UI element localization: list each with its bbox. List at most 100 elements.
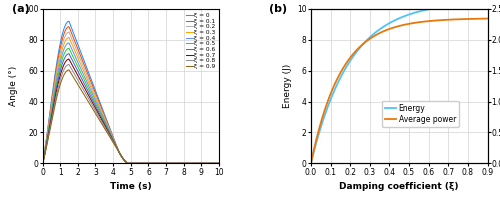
ξ = 0.3	[40, 162, 46, 165]
Line: ξ = 0.1: ξ = 0.1	[42, 27, 219, 163]
Average power	[315, 132, 321, 134]
ξ = 0.6	[126, 162, 132, 165]
ξ = 0.5	[121, 158, 127, 161]
ξ = 0.4	[66, 42, 72, 44]
ξ = 0	[126, 162, 132, 165]
Legend: Energy, Average power: Energy, Average power	[382, 101, 459, 127]
ξ = 0.4	[211, 162, 217, 165]
Energy	[308, 162, 314, 165]
X-axis label: Damping coefficient (ξ): Damping coefficient (ξ)	[340, 182, 459, 191]
Average power	[318, 119, 324, 121]
Line: Average power: Average power	[311, 19, 488, 163]
ξ = 0.2	[66, 31, 72, 33]
ξ = 0.7	[40, 162, 46, 165]
ξ = 0.1	[40, 162, 46, 165]
ξ = 0.3	[178, 162, 184, 165]
Line: ξ = 0.2: ξ = 0.2	[42, 32, 219, 163]
ξ = 0.5	[216, 162, 222, 165]
ξ = 0	[66, 20, 72, 22]
Line: ξ = 0: ξ = 0	[42, 21, 219, 163]
Line: ξ = 0.5: ξ = 0.5	[42, 48, 219, 163]
ξ = 0.7	[178, 162, 184, 165]
Average power	[308, 162, 314, 165]
ξ = 0.8	[40, 162, 46, 165]
ξ = 0.3	[121, 158, 127, 161]
ξ = 0.2	[121, 158, 127, 161]
ξ = 0.9	[216, 162, 222, 165]
ξ = 0	[211, 162, 217, 165]
ξ = 0.9	[40, 162, 46, 165]
ξ = 0.2	[126, 162, 132, 165]
ξ = 0.5	[66, 47, 72, 50]
Y-axis label: Energy (J): Energy (J)	[282, 64, 292, 108]
ξ = 0.6	[216, 162, 222, 165]
Legend: ξ = 0, ξ = 0.1, ξ = 0.2, ξ = 0.3, ξ = 0.4, ξ = 0.5, ξ = 0.6, ξ = 0.7, ξ = 0.8, ξ: ξ = 0, ξ = 0.1, ξ = 0.2, ξ = 0.3, ξ = 0.…	[184, 12, 216, 70]
X-axis label: Time (s): Time (s)	[110, 182, 152, 191]
ξ = 0	[178, 162, 184, 165]
ξ = 0.8	[211, 162, 217, 165]
ξ = 0.1	[48, 101, 54, 104]
ξ = 0.4	[216, 162, 222, 165]
ξ = 0.6	[121, 158, 127, 161]
Energy	[484, 2, 490, 4]
ξ = 0.6	[178, 162, 184, 165]
Average power	[476, 18, 482, 20]
ξ = 0.5	[48, 111, 54, 113]
Energy	[315, 135, 321, 138]
ξ = 0.6	[211, 162, 217, 165]
Line: ξ = 0.4: ξ = 0.4	[42, 43, 219, 163]
ξ = 0.3	[126, 162, 132, 165]
ξ = 0.2	[211, 162, 217, 165]
ξ = 0	[40, 162, 46, 165]
ξ = 0.6	[211, 162, 217, 165]
ξ = 0.6	[48, 113, 54, 116]
Average power	[355, 48, 361, 50]
ξ = 0.9	[126, 162, 132, 165]
ξ = 0.1	[121, 158, 127, 161]
ξ = 0.8	[211, 162, 217, 165]
ξ = 0.7	[211, 162, 217, 165]
ξ = 0.2	[178, 162, 184, 165]
ξ = 0.7	[126, 162, 132, 165]
ξ = 0.1	[66, 26, 72, 28]
ξ = 0.8	[126, 162, 132, 165]
ξ = 0	[216, 162, 222, 165]
Energy	[340, 70, 346, 73]
ξ = 0.3	[211, 162, 217, 165]
ξ = 0.5	[40, 162, 46, 165]
ξ = 0.1	[211, 162, 217, 165]
ξ = 0.9	[211, 162, 217, 165]
ξ = 0.3	[48, 106, 54, 109]
ξ = 0.8	[48, 118, 54, 121]
Line: ξ = 0.8: ξ = 0.8	[42, 65, 219, 163]
Energy	[355, 49, 361, 51]
ξ = 0.7	[66, 58, 72, 60]
ξ = 0.4	[178, 162, 184, 165]
ξ = 0.2	[40, 162, 46, 165]
Line: ξ = 0.9: ξ = 0.9	[42, 70, 219, 163]
ξ = 0.5	[211, 162, 217, 165]
Line: Energy: Energy	[311, 3, 488, 163]
ξ = 0.8	[121, 158, 127, 161]
ξ = 0.6	[66, 52, 72, 55]
ξ = 0.3	[211, 162, 217, 165]
ξ = 0.2	[216, 162, 222, 165]
Energy	[470, 3, 476, 5]
ξ = 0.7	[121, 158, 127, 161]
ξ = 0.3	[66, 36, 72, 39]
Line: ξ = 0.6: ξ = 0.6	[42, 54, 219, 163]
ξ = 0	[121, 158, 127, 161]
Text: (a): (a)	[12, 4, 30, 14]
Y-axis label: Angle (°): Angle (°)	[10, 66, 18, 106]
ξ = 0.1	[216, 162, 222, 165]
Text: (b): (b)	[268, 4, 286, 14]
Average power	[340, 66, 346, 68]
ξ = 0.3	[216, 162, 222, 165]
ξ = 0.6	[40, 162, 46, 165]
Line: ξ = 0.7: ξ = 0.7	[42, 59, 219, 163]
ξ = 0	[211, 162, 217, 165]
ξ = 0.9	[48, 121, 54, 123]
ξ = 0.1	[126, 162, 132, 165]
Average power	[484, 17, 490, 20]
ξ = 0.5	[126, 162, 132, 165]
